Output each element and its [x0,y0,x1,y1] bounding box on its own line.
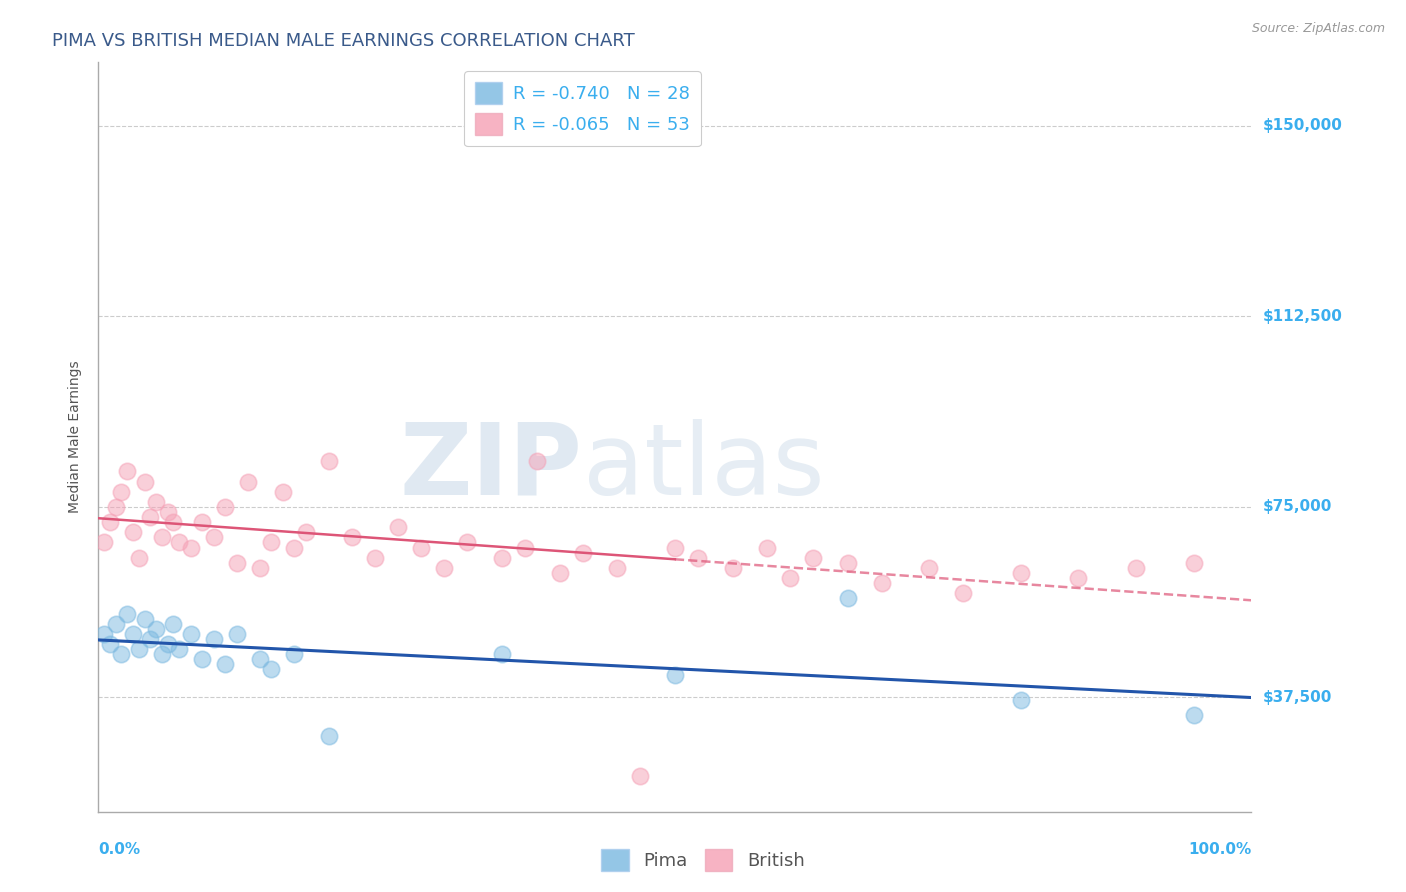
Point [318,454,340,468]
Point [128,550,150,565]
Point [571,546,593,560]
Point [411,541,433,555]
Point [1125,561,1147,575]
Point [134,612,156,626]
Point [491,550,513,565]
Point [872,576,894,591]
Point [156,637,179,651]
Point [606,561,628,575]
Point [917,561,939,575]
Point [283,647,305,661]
Point [117,464,139,478]
Point [952,586,974,600]
Text: ZIP: ZIP [399,418,582,516]
Legend: Pima, British: Pima, British [595,842,811,879]
Point [214,657,236,672]
Point [167,535,190,549]
Text: $37,500: $37,500 [1263,690,1331,705]
Text: Source: ZipAtlas.com: Source: ZipAtlas.com [1251,22,1385,36]
Point [433,561,456,575]
Point [664,541,686,555]
Point [122,627,145,641]
Point [628,769,651,783]
Point [526,454,548,468]
Point [1067,571,1090,585]
Text: PIMA VS BRITISH MEDIAN MALE EARNINGS CORRELATION CHART: PIMA VS BRITISH MEDIAN MALE EARNINGS COR… [52,32,636,50]
Point [104,500,127,514]
Point [134,475,156,489]
Point [283,541,305,555]
Point [1182,556,1205,570]
Text: atlas: atlas [582,418,824,516]
Point [150,647,173,661]
Point [110,484,132,499]
Point [167,642,190,657]
Point [98,637,121,651]
Text: $75,000: $75,000 [1263,500,1331,515]
Point [98,515,121,529]
Point [456,535,478,549]
Point [117,607,139,621]
Point [491,647,513,661]
Point [128,642,150,657]
Point [225,556,247,570]
Point [387,520,409,534]
Point [104,616,127,631]
Point [180,541,202,555]
Text: $112,500: $112,500 [1263,309,1343,324]
Y-axis label: Median Male Earnings: Median Male Earnings [69,360,83,514]
Point [162,616,184,631]
Point [249,652,271,666]
Point [548,566,571,580]
Point [202,530,225,544]
Point [238,475,260,489]
Point [1010,693,1032,707]
Point [156,505,179,519]
Point [93,627,115,641]
Point [214,500,236,514]
Point [249,561,271,575]
Point [145,622,167,636]
Point [721,561,744,575]
Point [1182,708,1205,723]
Point [202,632,225,646]
Point [180,627,202,641]
Legend: R = -0.740   N = 28, R = -0.065   N = 53: R = -0.740 N = 28, R = -0.065 N = 53 [464,71,700,146]
Point [295,525,318,540]
Point [162,515,184,529]
Point [756,541,779,555]
Point [340,530,363,544]
Point [364,550,387,565]
Point [801,550,824,565]
Point [513,541,536,555]
Point [150,530,173,544]
Point [318,729,340,743]
Text: 0.0%: 0.0% [98,842,141,856]
Point [271,484,294,499]
Point [260,535,283,549]
Point [139,632,162,646]
Point [122,525,145,540]
Point [686,550,709,565]
Point [110,647,132,661]
Point [837,591,859,606]
Point [837,556,859,570]
Point [191,652,214,666]
Point [145,495,167,509]
Point [225,627,247,641]
Point [779,571,801,585]
Point [93,535,115,549]
Text: $150,000: $150,000 [1263,119,1343,134]
Point [1010,566,1032,580]
Text: 100.0%: 100.0% [1188,842,1251,856]
Point [191,515,214,529]
Point [260,663,283,677]
Point [139,510,162,524]
Point [664,667,686,681]
